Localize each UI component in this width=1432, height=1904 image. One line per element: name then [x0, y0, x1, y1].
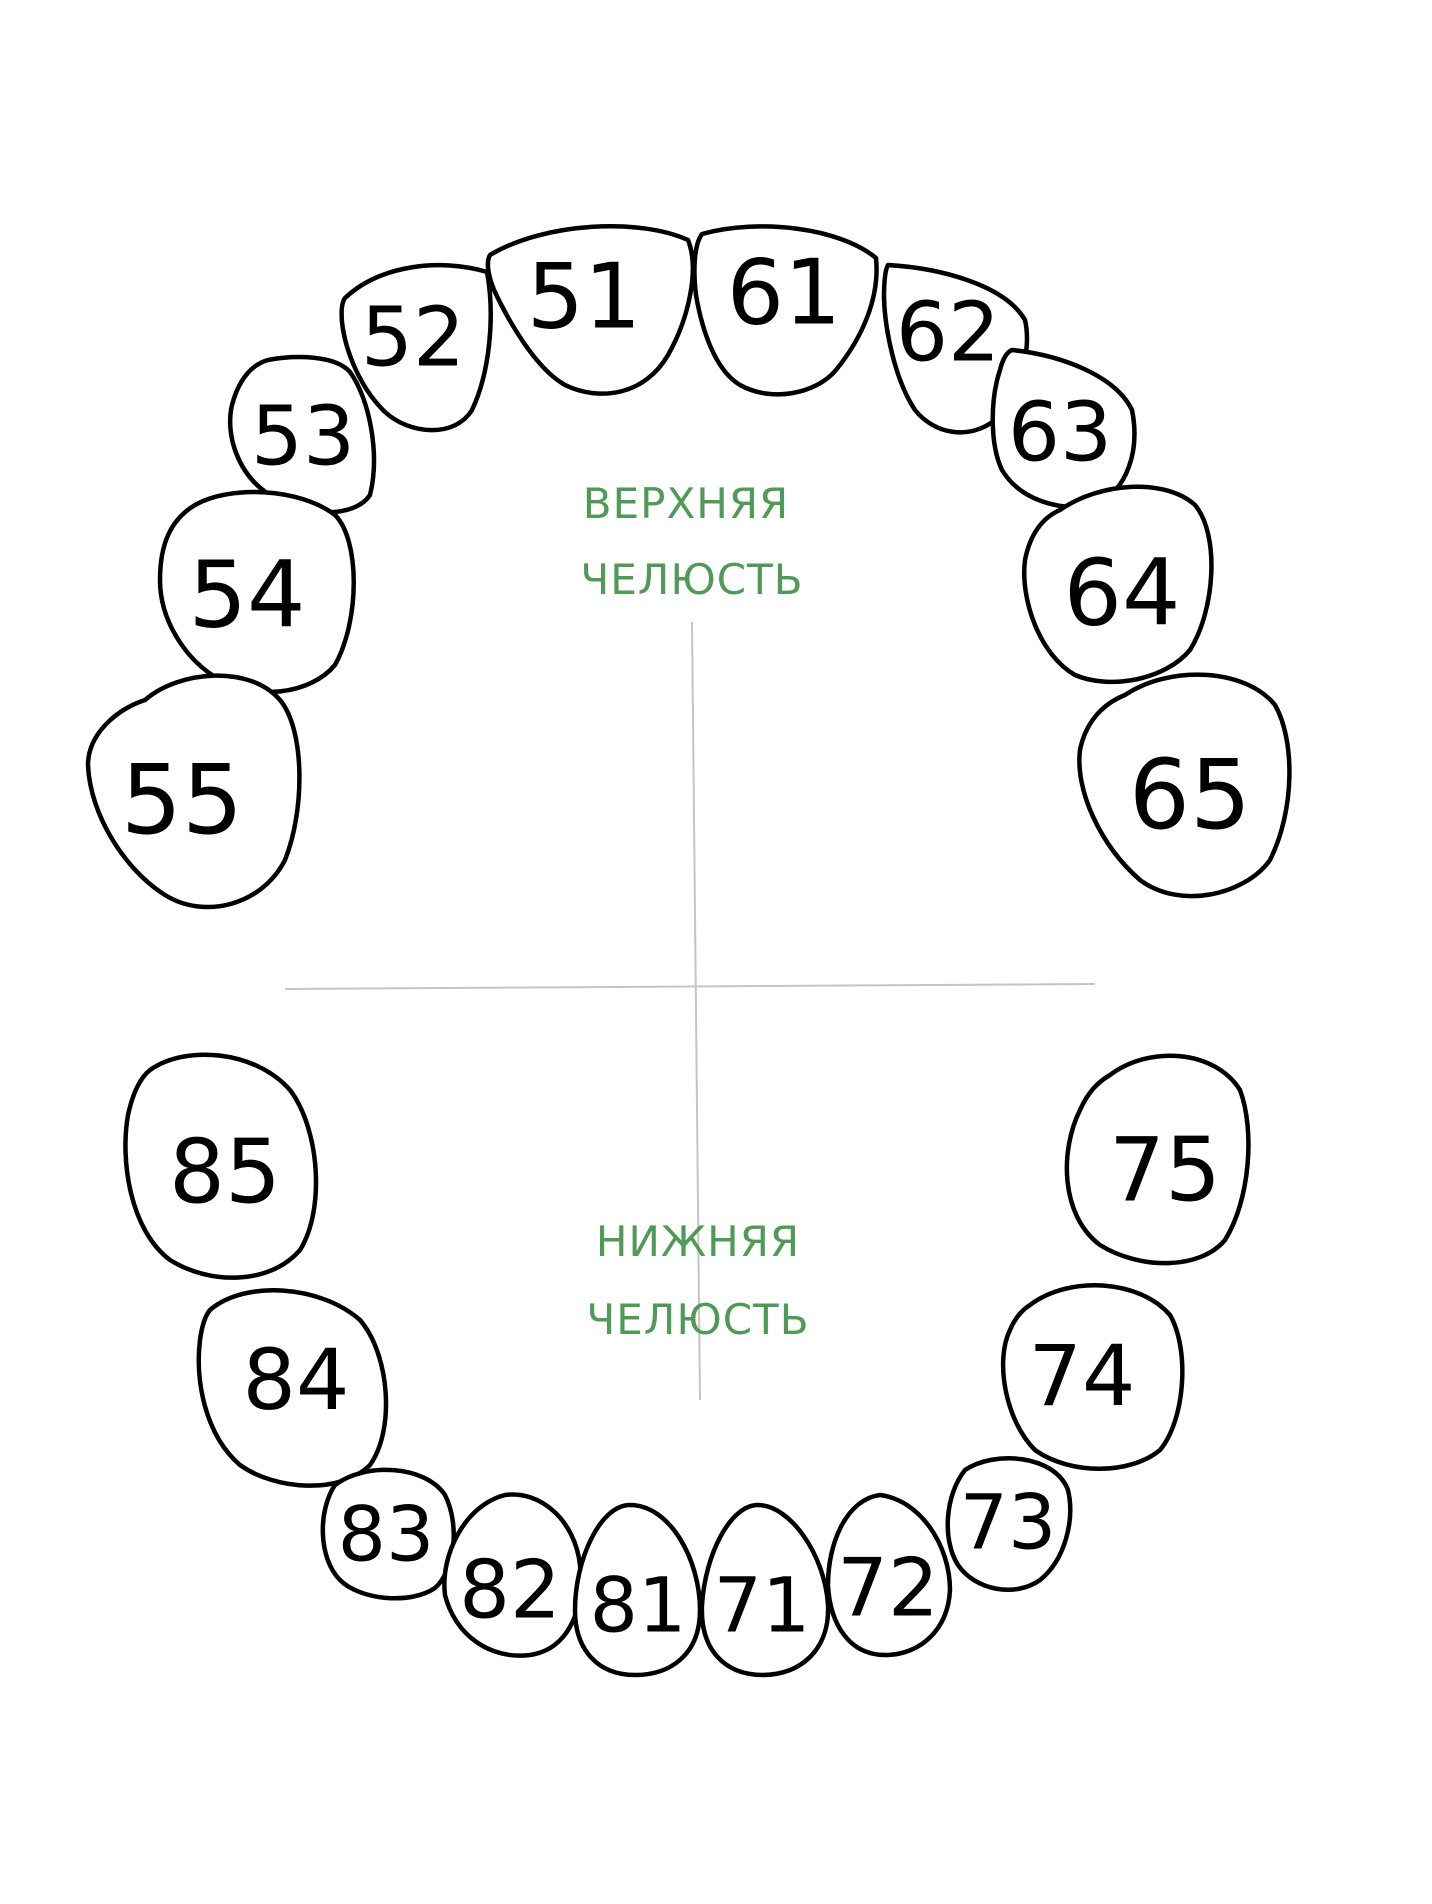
tooth-65-number: 65 — [1129, 739, 1251, 851]
tooth-73-number: 73 — [960, 1478, 1057, 1567]
tooth-54-number: 54 — [188, 542, 305, 649]
tooth-75[interactable]: 75 — [1064, 1053, 1251, 1266]
lower-jaw-label-line1: НИЖНЯЯ — [596, 1217, 800, 1266]
tooth-85[interactable]: 85 — [123, 1052, 319, 1280]
tooth-85-number: 85 — [169, 1121, 281, 1224]
tooth-81[interactable]: 81 — [572, 1502, 703, 1678]
tooth-61[interactable]: 61 — [692, 224, 879, 397]
tooth-63[interactable]: 63 — [990, 347, 1137, 510]
tooth-64[interactable]: 64 — [1022, 484, 1214, 685]
tooth-74[interactable]: 74 — [1000, 1283, 1185, 1471]
upper-jaw-label-line1: ВЕРХНЯЯ — [583, 479, 789, 528]
tooth-51[interactable]: 51 — [485, 224, 695, 396]
tooth-51-number: 51 — [527, 245, 642, 350]
tooth-54[interactable]: 54 — [157, 489, 356, 695]
tooth-72-number: 72 — [837, 1542, 939, 1635]
tooth-71-number: 71 — [714, 1561, 811, 1650]
tooth-55-number: 55 — [121, 744, 243, 856]
tooth-53-number: 53 — [251, 390, 355, 485]
vertical-midline — [691, 621, 701, 1401]
tooth-84[interactable]: 84 — [196, 1288, 389, 1488]
tooth-65[interactable]: 65 — [1077, 672, 1292, 899]
tooth-53[interactable]: 53 — [227, 354, 377, 515]
tooth-62[interactable]: 62 — [881, 262, 1030, 435]
upper-jaw-label-line2: ЧЕЛЮСТЬ — [580, 555, 803, 604]
tooth-71[interactable]: 71 — [699, 1502, 831, 1678]
tooth-74-number: 74 — [1029, 1327, 1136, 1425]
tooth-55[interactable]: 55 — [85, 673, 302, 910]
tooth-84-number: 84 — [243, 1331, 350, 1429]
tooth-82[interactable]: 82 — [442, 1492, 583, 1658]
tooth-63-number: 63 — [1008, 386, 1112, 481]
tooth-83[interactable]: 83 — [320, 1467, 456, 1601]
tooth-52[interactable]: 52 — [339, 262, 493, 433]
tooth-61-number: 61 — [727, 241, 842, 346]
tooth-72[interactable]: 72 — [825, 1492, 953, 1658]
tooth-73[interactable]: 73 — [945, 1456, 1073, 1593]
tooth-64-number: 64 — [1063, 540, 1180, 647]
tooth-62-number: 62 — [896, 286, 1000, 381]
tooth-81-number: 81 — [590, 1561, 687, 1650]
tooth-82-number: 82 — [459, 1544, 561, 1637]
lower-jaw-label-line2: ЧЕЛЮСТЬ — [586, 1295, 809, 1344]
tooth-75-number: 75 — [1109, 1119, 1221, 1222]
tooth-52-number: 52 — [361, 291, 465, 386]
tooth-83-number: 83 — [338, 1490, 435, 1579]
horizontal-midline — [284, 983, 1096, 990]
